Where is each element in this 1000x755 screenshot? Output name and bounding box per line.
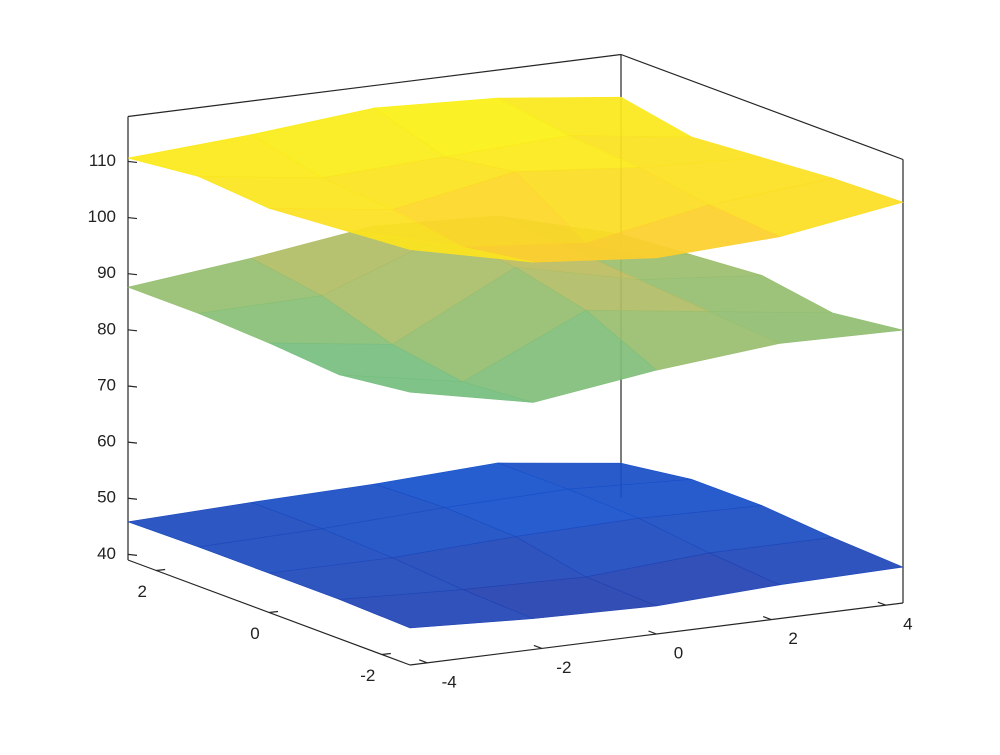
z-tick xyxy=(127,497,138,500)
x-tick xyxy=(418,659,428,664)
y-tick xyxy=(381,652,391,656)
z-tick xyxy=(127,329,138,332)
box-edge xyxy=(127,53,622,118)
x-tick-label: -2 xyxy=(556,658,571,677)
z-tick xyxy=(127,216,138,220)
y-tick-label: 0 xyxy=(250,624,259,643)
z-tick-label: 90 xyxy=(97,263,116,282)
y-tick-label: 2 xyxy=(137,582,146,601)
x-tick-label: -4 xyxy=(442,672,457,691)
z-tick-label: 100 xyxy=(88,207,116,226)
y-tick-label: -2 xyxy=(360,666,375,685)
y-tick xyxy=(268,610,279,614)
box-edge xyxy=(620,53,904,161)
surface-face xyxy=(339,228,534,263)
z-tick-label: 80 xyxy=(97,319,116,338)
x-tick xyxy=(533,644,543,649)
x-tick xyxy=(648,630,657,635)
x-tick xyxy=(762,616,772,621)
y-tick xyxy=(156,568,166,572)
z-tick xyxy=(127,441,138,444)
surface-face xyxy=(339,589,534,629)
z-tick xyxy=(127,385,138,388)
z-tick xyxy=(127,273,138,276)
z-tick-label: 70 xyxy=(97,375,116,394)
z-tick-label: 50 xyxy=(97,488,116,507)
x-tick xyxy=(877,601,887,606)
z-tick-label: 40 xyxy=(97,544,116,563)
z-tick-label: 110 xyxy=(89,151,116,170)
x-tick-label: 2 xyxy=(788,629,797,648)
z-tick xyxy=(127,160,138,164)
x-tick-label: 4 xyxy=(903,615,912,634)
x-tick-label: 0 xyxy=(674,643,683,662)
z-tick-label: 60 xyxy=(97,432,116,451)
surface-face xyxy=(339,374,534,403)
z-tick xyxy=(127,553,138,556)
